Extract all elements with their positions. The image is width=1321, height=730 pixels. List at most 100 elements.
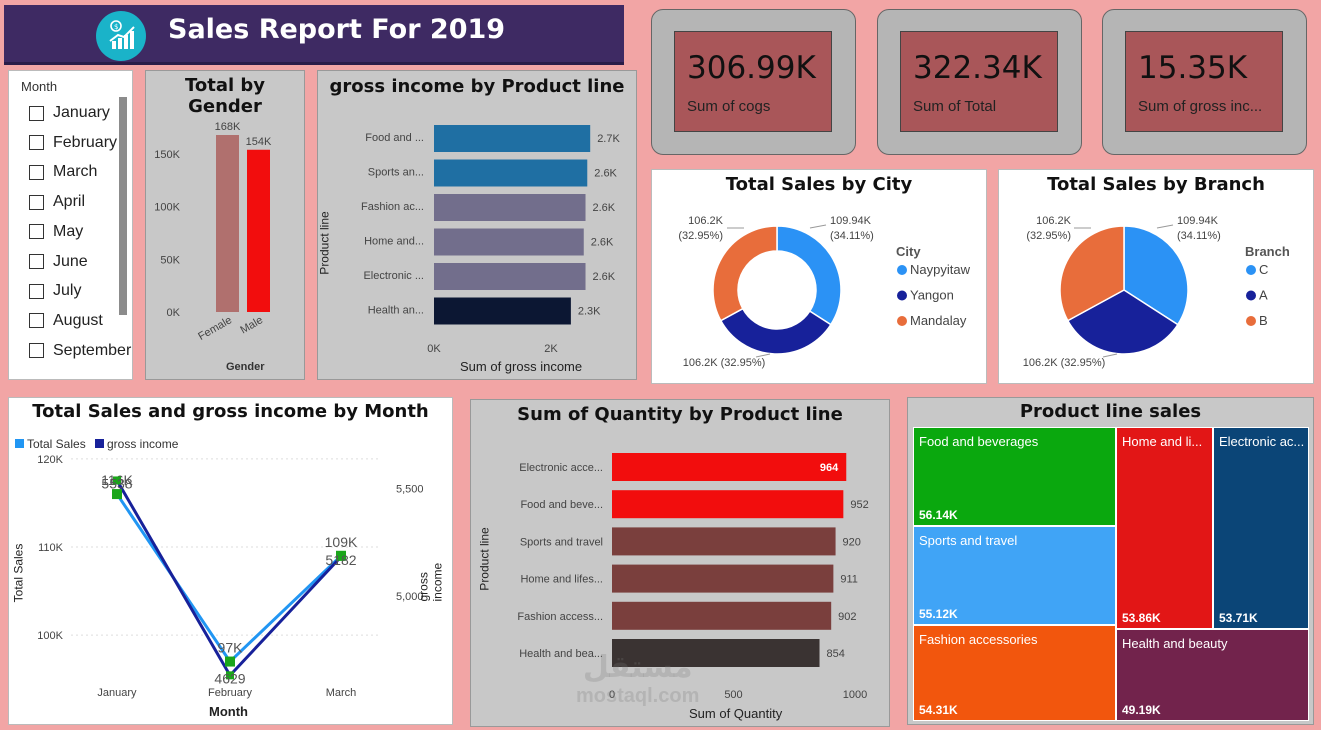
bar xyxy=(247,149,270,312)
legend-label: C xyxy=(1259,262,1268,277)
y2-tick-label: 5,000 xyxy=(396,591,424,603)
chart-title: Total Sales by Branch xyxy=(1047,174,1265,195)
slicer-item-september[interactable]: September xyxy=(29,342,131,360)
gender-chart: 0K 50K 100K 150K 168K Female 154K Male xyxy=(154,121,272,343)
legend-marker xyxy=(897,316,907,326)
tile-label: Fashion accessories xyxy=(919,632,1038,647)
slicer-item-label: September xyxy=(53,341,132,359)
branch-pie-chart: 109.94K (34.11%) 106.2K (32.95%) 106.2K (32.… xyxy=(1023,215,1290,369)
slicer-item-label: July xyxy=(53,282,82,300)
data-label: 106.2K (32.95%) xyxy=(683,357,766,369)
bar xyxy=(612,527,836,556)
y-axis-title: Product line xyxy=(317,211,332,275)
slicer-item-label: May xyxy=(53,222,84,240)
legend-title: City xyxy=(896,244,921,259)
quantity-chart: Electronic acce... 964 Food and beve... 952… xyxy=(517,453,869,701)
data-label: (34.11%) xyxy=(830,230,874,242)
slicer-item-label: April xyxy=(53,193,86,211)
checkbox[interactable] xyxy=(29,313,44,329)
legend-marker xyxy=(897,265,907,275)
slicer-item-june[interactable]: June xyxy=(29,253,88,271)
tile-value: 54.31K xyxy=(919,703,958,717)
y-tick-label: Home and lifes... xyxy=(520,574,603,586)
data-label: 854 xyxy=(827,648,845,660)
page-title: Sales Report For 2019 xyxy=(168,14,506,45)
checkbox[interactable] xyxy=(29,254,44,269)
legend-label: B xyxy=(1259,313,1268,328)
checkbox[interactable] xyxy=(29,164,44,180)
treemap-tile[interactable]: Food and beverages 56.14K xyxy=(913,427,1116,526)
tile-value: 49.19K xyxy=(1122,703,1161,717)
checkbox[interactable] xyxy=(29,135,44,151)
y-tick-label: Health an... xyxy=(368,305,424,317)
tile-label: Sports and travel xyxy=(919,533,1018,548)
checkbox[interactable] xyxy=(29,194,44,210)
slicer-item-january[interactable]: January xyxy=(29,104,110,122)
chart-growth-icon: $ xyxy=(96,11,146,61)
city-chart-panel: Total Sales by City 109.94K (34.11%) 106.2… xyxy=(651,169,987,384)
slicer-item-april[interactable]: April xyxy=(29,193,85,211)
x-tick-label: 0 xyxy=(609,689,615,701)
bar xyxy=(612,564,834,593)
kpi-label: Sum of Total xyxy=(913,98,997,115)
data-label: 109K xyxy=(325,534,358,550)
y-tick-label: Fashion ac... xyxy=(361,201,424,213)
slicer-item-may[interactable]: May xyxy=(29,223,83,241)
treemap-tile[interactable]: Home and li... 53.86K xyxy=(1116,427,1213,629)
legend-label: gross income xyxy=(107,437,179,451)
checkbox[interactable] xyxy=(29,105,44,121)
pie-slice xyxy=(712,225,778,322)
y-tick-label: 0K xyxy=(167,307,181,319)
checkbox[interactable] xyxy=(29,283,44,299)
bar xyxy=(612,639,820,667)
y-tick-label: Food and ... xyxy=(365,132,424,144)
data-label: 911 xyxy=(840,574,858,586)
slicer-item-label: January xyxy=(53,104,110,121)
y-tick-label: Electronic acce... xyxy=(519,462,603,474)
slicer-item-february[interactable]: February xyxy=(29,134,117,152)
slicer-item-august[interactable]: August xyxy=(29,312,103,330)
data-point xyxy=(337,552,345,561)
x-axis-title: Sum of gross income xyxy=(460,359,583,374)
kpi-value: 306.99K xyxy=(687,50,816,86)
pie-slice xyxy=(719,307,832,355)
treemap-tile[interactable]: Sports and travel 55.12K xyxy=(913,526,1116,625)
leader-line xyxy=(1156,224,1174,229)
chart-title: Total Sales and gross income by Month xyxy=(32,401,429,422)
checkbox[interactable] xyxy=(29,224,44,240)
data-label: (34.11%) xyxy=(1177,230,1221,242)
slicer-scrollbar[interactable] xyxy=(119,97,127,315)
x-tick-label: February xyxy=(208,687,253,699)
city-donut-chart: 109.94K (34.11%) 106.2K (32.95%) 106.2K (32.… xyxy=(678,215,970,369)
bar xyxy=(216,135,239,312)
data-label: 106.2K xyxy=(688,215,724,227)
legend-marker xyxy=(1246,290,1256,301)
treemap-tile[interactable]: Fashion accessories 54.31K xyxy=(913,625,1116,721)
kpi-card-cogs: 306.99K Sum of cogs xyxy=(651,9,856,155)
slicer-item-march[interactable]: March xyxy=(29,163,97,181)
tile-label: Home and li... xyxy=(1122,434,1203,449)
x-axis-title: Sum of Quantity xyxy=(689,706,783,721)
legend-marker xyxy=(897,290,907,301)
monthly-chart-panel: Total Sales and gross income by Month 10… xyxy=(8,397,453,725)
bar xyxy=(612,453,847,481)
data-label: 964 xyxy=(820,462,839,474)
treemap-chart: Food and beverages 56.14K Sports and trave… xyxy=(913,427,1309,721)
y-axis-title: Total Sales xyxy=(11,543,26,603)
treemap-panel: Product line sales Food and beverages 56.… xyxy=(907,397,1314,725)
treemap-tile[interactable]: Health and beauty 49.19K xyxy=(1116,629,1309,721)
y-axis-title: Product line xyxy=(477,527,492,591)
kpi-label: Sum of gross inc... xyxy=(1138,98,1263,115)
checkbox[interactable] xyxy=(29,343,44,359)
y2-tick-label: 5,500 xyxy=(396,484,424,496)
slicer-item-label: June xyxy=(53,252,88,270)
treemap-tile[interactable]: Electronic ac... 53.71K xyxy=(1213,427,1309,629)
data-label: 920 xyxy=(843,536,861,548)
monthly-line-chart: 100K 110K 120K 5,000 5,500 Total Sales gross i… xyxy=(15,437,424,699)
x-tick-label: 1000 xyxy=(843,689,867,701)
tile-label: Health and beauty xyxy=(1122,636,1228,651)
chart-title: Sum of Quantity by Product line xyxy=(517,404,843,425)
x-axis-title: Gender xyxy=(226,361,265,373)
leader-line xyxy=(755,353,771,358)
slicer-item-july[interactable]: July xyxy=(29,282,81,300)
